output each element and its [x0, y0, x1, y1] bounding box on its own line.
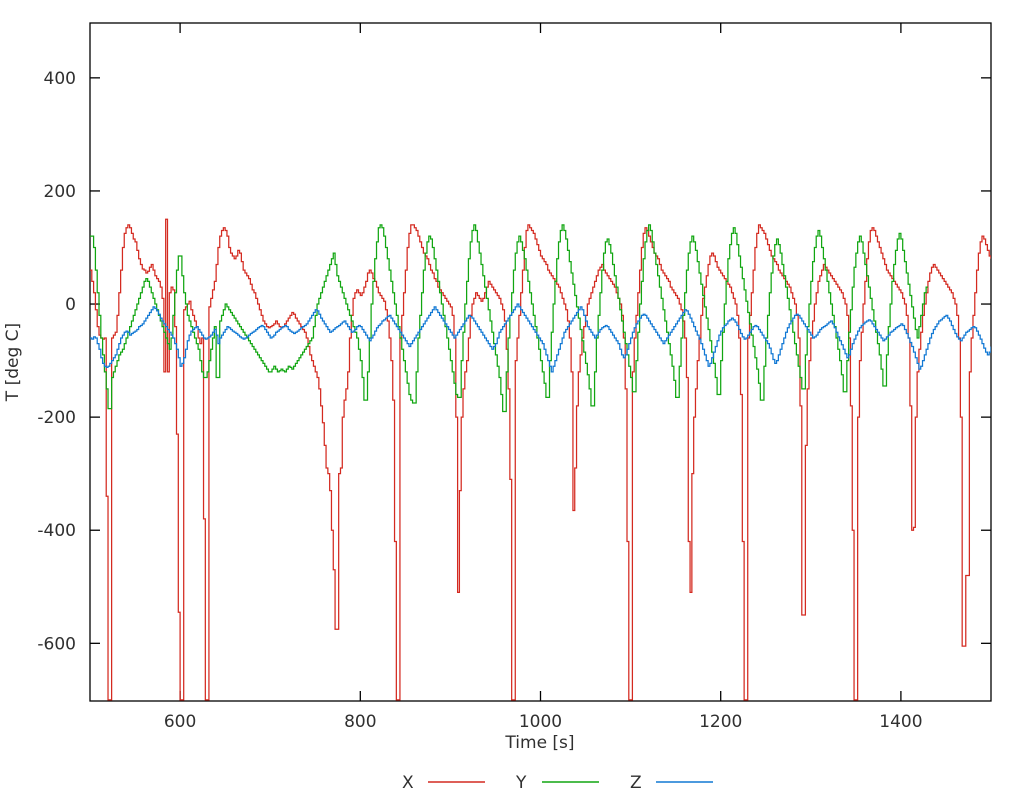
- y-tick-label: 200: [44, 182, 76, 202]
- y-tick-label: -600: [37, 634, 76, 654]
- legend-label-z: Z: [630, 773, 642, 793]
- x-axis-ticks: 600 800 1000 1200 1400: [164, 23, 923, 732]
- series-line-y: [90, 224, 928, 413]
- legend-label-x: X: [402, 773, 414, 793]
- y-tick-label: -400: [37, 521, 76, 541]
- x-tick-label: 1200: [699, 712, 742, 732]
- y-tick-label: 400: [44, 69, 76, 89]
- x-axis-title: Time [s]: [504, 733, 574, 753]
- series-line-z: [90, 303, 991, 373]
- x-tick-label: 1400: [879, 712, 922, 732]
- x-tick-label: 800: [344, 712, 376, 732]
- series-line-x: [90, 218, 991, 701]
- y-tick-label: -200: [37, 408, 76, 428]
- y-axis-ticks: 400 200 0 -200 -400 -600: [37, 69, 991, 654]
- x-tick-label: 600: [164, 712, 196, 732]
- legend-label-y: Y: [515, 773, 527, 793]
- x-tick-label: 1000: [519, 712, 562, 732]
- chart-legend: X Y Z: [402, 773, 713, 793]
- y-axis-title: T [deg C]: [3, 323, 23, 402]
- data-traces: [90, 218, 991, 701]
- y-tick-label: 0: [65, 295, 76, 315]
